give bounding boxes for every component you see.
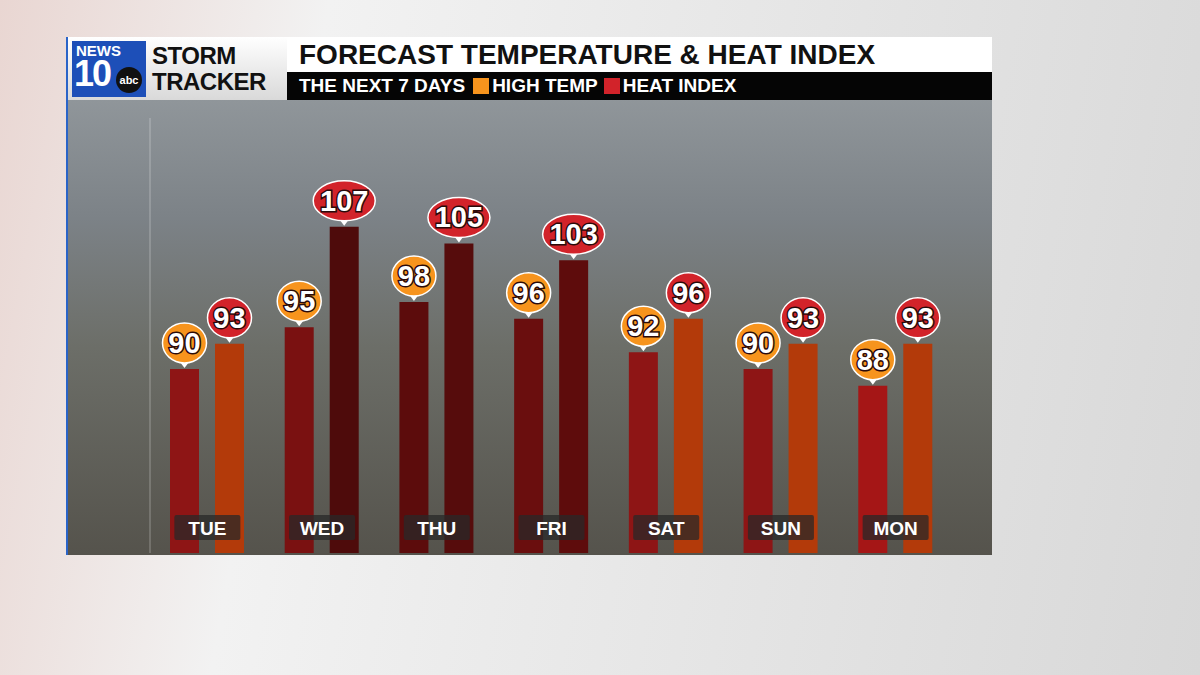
svg-text:TUE: TUE [188, 518, 226, 539]
svg-text:THU: THU [417, 518, 456, 539]
svg-text:96: 96 [672, 277, 704, 309]
svg-text:105: 105 [435, 201, 483, 233]
html-text:FORECAST TEMPERATURE & HEAT IN: FORECAST TEMPERATURE & HEAT INDEX [299, 39, 876, 70]
svg-text:107: 107 [320, 185, 368, 217]
svg-text:88: 88 [857, 344, 889, 376]
svg-text:92: 92 [627, 310, 659, 342]
html-text:NEWS: NEWS [76, 41, 121, 59]
svg-text:98: 98 [398, 260, 430, 292]
svg-text:MON: MON [873, 518, 917, 539]
html-text:TRACKER: TRACKER [152, 67, 266, 95]
svg-text:SAT: SAT [648, 518, 685, 539]
svg-text:90: 90 [742, 327, 774, 359]
svg-text:WED: WED [300, 518, 344, 539]
svg-text:SUN: SUN [761, 518, 801, 539]
html-text:STORM: STORM [152, 41, 236, 69]
svg-text:96: 96 [513, 277, 545, 309]
html-text:HIGH TEMP: HIGH TEMP [492, 75, 598, 96]
html-text:abc: abc [119, 73, 139, 86]
svg-text:93: 93 [787, 302, 819, 334]
svg-text:93: 93 [902, 302, 934, 334]
svg-text:103: 103 [549, 218, 597, 250]
html-text:THE NEXT 7 DAYS: THE NEXT 7 DAYS [299, 75, 466, 96]
svg-text:90: 90 [168, 327, 200, 359]
svg-text:93: 93 [213, 302, 245, 334]
svg-text:FRI: FRI [536, 518, 567, 539]
html-text:HEAT INDEX: HEAT INDEX [622, 75, 737, 96]
html-text:10: 10 [74, 52, 110, 94]
svg-text:95: 95 [283, 285, 315, 317]
